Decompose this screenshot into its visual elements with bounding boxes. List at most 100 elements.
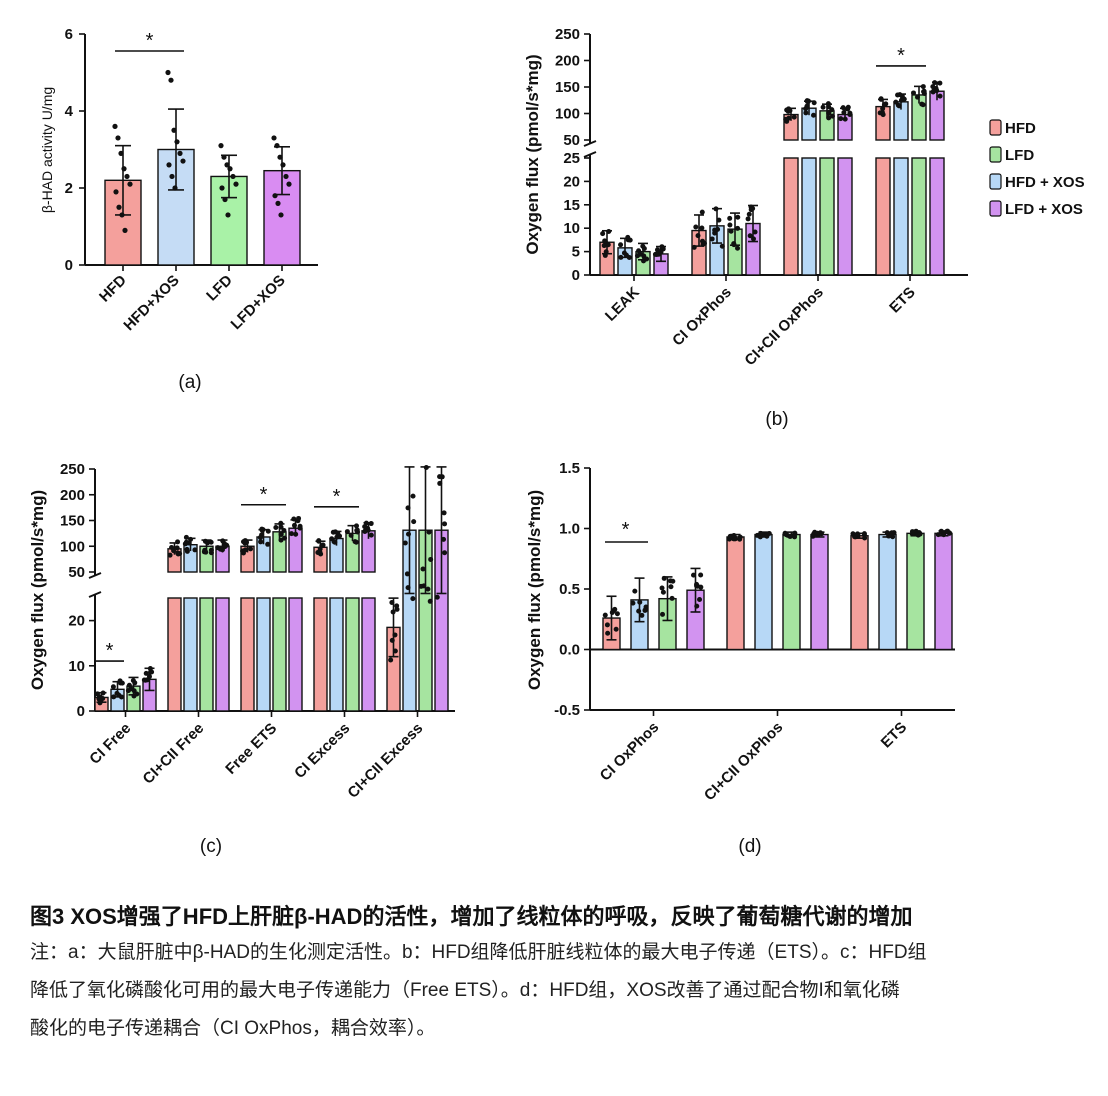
data-point [204, 540, 210, 546]
data-point [354, 523, 360, 529]
caption-note-line: 酸化的电子传递耦合（CI OxPhos，耦合效率）。 [30, 1018, 436, 1039]
x-tick-label: CI Free [86, 720, 134, 768]
legend-swatch [989, 200, 1002, 217]
data-point [786, 106, 792, 112]
data-point [746, 211, 752, 217]
x-tick-label: ETS [886, 284, 919, 317]
data-point [606, 229, 612, 235]
data-point [297, 525, 303, 531]
data-point [935, 532, 941, 538]
data-point [766, 531, 772, 537]
bar-lower [361, 597, 376, 712]
bar [810, 533, 829, 651]
data-point [660, 589, 666, 595]
data-point [184, 546, 190, 552]
data-point [442, 521, 448, 527]
data-point [344, 529, 350, 535]
bar-lower [801, 157, 817, 276]
data-point [224, 162, 230, 168]
data-point [208, 539, 214, 545]
data-point [119, 212, 125, 218]
panel-label: (a) [178, 372, 201, 393]
data-point [713, 206, 719, 212]
data-point [167, 552, 173, 558]
data-point [286, 181, 292, 187]
data-point [818, 531, 824, 537]
y-tick-label: 5 [572, 244, 580, 261]
data-point [221, 154, 227, 160]
y-tick-label: 200 [555, 53, 580, 70]
data-point [319, 543, 325, 549]
bar-lower [929, 157, 945, 276]
data-point [146, 674, 152, 680]
data-point [171, 127, 177, 133]
y-axis-label: Oxygen flux (pmol/s*mg) [523, 54, 542, 254]
data-point [618, 254, 624, 260]
bar-lower [893, 157, 909, 276]
data-point [317, 549, 323, 555]
data-point [177, 150, 183, 156]
y-tick-label: 20 [68, 613, 85, 630]
data-point [394, 606, 400, 612]
data-point [329, 536, 335, 542]
data-point [175, 539, 181, 545]
data-point [727, 533, 733, 539]
data-point [803, 110, 809, 116]
y-tick-label: 20 [563, 173, 580, 190]
data-point [166, 162, 172, 168]
data-point [636, 608, 642, 614]
axis-break-mark [88, 572, 102, 579]
data-point [183, 539, 189, 545]
x-tick-label: HFD+XOS [120, 272, 182, 334]
panel-label: (c) [200, 836, 222, 857]
y-axis-label: Oxygen flux (pmol/s*mg) [28, 490, 47, 690]
data-point [911, 90, 917, 96]
data-point [225, 212, 231, 218]
data-point [442, 550, 448, 556]
data-point [697, 596, 703, 602]
bar-lower [199, 597, 214, 712]
data-point [434, 594, 440, 600]
data-point [242, 538, 248, 544]
data-point [600, 231, 606, 237]
data-point [368, 521, 374, 527]
data-point [219, 185, 225, 191]
data-point [121, 166, 127, 172]
data-point [168, 77, 174, 83]
bar-lower [329, 597, 344, 712]
y-tick-label: 150 [60, 513, 85, 530]
data-point [265, 528, 271, 534]
y-tick-label: 4 [65, 103, 74, 120]
y-tick-label: 100 [60, 538, 85, 555]
data-point [642, 607, 648, 613]
data-point [613, 626, 619, 632]
bar-lower [167, 597, 182, 712]
y-tick-label: -0.5 [554, 702, 580, 719]
data-point [735, 214, 741, 220]
data-point [258, 539, 264, 545]
data-point [119, 680, 125, 686]
bar-lower [819, 157, 835, 276]
significance-star: * [106, 640, 114, 662]
x-tick-label: CI+CII OxPhos [701, 719, 786, 804]
data-point [283, 173, 289, 180]
data-point [202, 547, 208, 553]
bar-lower [875, 157, 891, 276]
data-point [112, 123, 118, 129]
data-point [291, 516, 297, 522]
y-tick-label: 10 [563, 220, 580, 237]
data-point [425, 586, 431, 592]
data-point [174, 545, 180, 551]
data-point [627, 237, 633, 243]
data-point [240, 548, 246, 554]
data-point [895, 92, 901, 98]
data-point [670, 578, 676, 584]
data-point [316, 538, 322, 544]
data-point [441, 536, 447, 542]
data-point [275, 200, 281, 206]
legend-label: LFD [1005, 147, 1034, 164]
data-point [220, 538, 226, 544]
data-point [98, 698, 104, 704]
data-point [278, 531, 284, 537]
